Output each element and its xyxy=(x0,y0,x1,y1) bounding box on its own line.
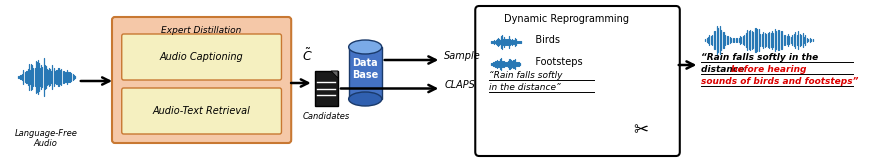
Text: Data
Base: Data Base xyxy=(352,58,379,80)
Text: sounds of birds and footsteps”: sounds of birds and footsteps” xyxy=(701,77,858,86)
Text: Audio-Text Retrieval: Audio-Text Retrieval xyxy=(153,106,251,116)
Text: “Rain falls softly: “Rain falls softly xyxy=(488,71,563,80)
Text: CLAPS: CLAPS xyxy=(444,80,475,89)
Text: in the distance”: in the distance” xyxy=(488,83,561,92)
Text: distance: distance xyxy=(701,65,747,74)
Ellipse shape xyxy=(348,92,382,106)
Text: “Rain falls softly in the: “Rain falls softly in the xyxy=(701,53,819,62)
Text: Dynamic Reprogramming: Dynamic Reprogramming xyxy=(505,14,630,24)
FancyBboxPatch shape xyxy=(348,47,382,99)
Text: Sample: Sample xyxy=(444,51,480,61)
Text: Footsteps: Footsteps xyxy=(526,57,582,67)
FancyBboxPatch shape xyxy=(112,17,291,143)
Text: $\tilde{C}$: $\tilde{C}$ xyxy=(303,48,313,64)
FancyBboxPatch shape xyxy=(121,34,281,80)
Polygon shape xyxy=(331,71,338,78)
FancyBboxPatch shape xyxy=(475,6,680,156)
FancyBboxPatch shape xyxy=(314,71,338,106)
FancyBboxPatch shape xyxy=(121,88,281,134)
Text: Candidates: Candidates xyxy=(303,112,350,121)
Text: ✂: ✂ xyxy=(633,121,648,139)
Ellipse shape xyxy=(348,40,382,54)
Text: Language-Free
Audio: Language-Free Audio xyxy=(14,129,77,148)
Text: Expert Distillation: Expert Distillation xyxy=(162,26,242,35)
Text: Birds: Birds xyxy=(526,35,560,45)
Text: before hearing: before hearing xyxy=(731,65,807,74)
Text: Audio Captioning: Audio Captioning xyxy=(160,52,244,62)
